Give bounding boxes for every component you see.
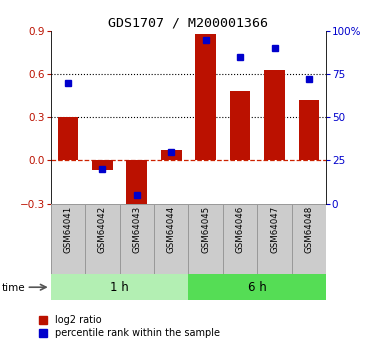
Bar	[161, 150, 182, 160]
Bar	[51, 274, 188, 300]
Text: GSM64045: GSM64045	[201, 206, 210, 253]
Bar	[154, 204, 188, 274]
Bar	[51, 204, 85, 274]
Bar	[85, 204, 120, 274]
Bar	[126, 160, 147, 215]
Text: GSM64042: GSM64042	[98, 206, 107, 253]
Legend: log2 ratio, percentile rank within the sample: log2 ratio, percentile rank within the s…	[37, 313, 222, 340]
Text: time: time	[2, 283, 26, 293]
Text: GSM64048: GSM64048	[304, 206, 313, 253]
Bar	[298, 100, 320, 160]
Title: GDS1707 / M200001366: GDS1707 / M200001366	[108, 17, 268, 30]
Bar	[120, 204, 154, 274]
Bar	[292, 204, 326, 274]
Text: GSM64047: GSM64047	[270, 206, 279, 253]
Text: GSM64041: GSM64041	[63, 206, 72, 253]
Bar	[257, 204, 292, 274]
Bar	[188, 204, 223, 274]
Text: GSM64044: GSM64044	[167, 206, 176, 253]
Text: 1 h: 1 h	[110, 281, 129, 294]
Bar	[223, 204, 257, 274]
Bar	[195, 34, 216, 160]
Bar	[264, 70, 285, 160]
Text: 6 h: 6 h	[248, 281, 267, 294]
Text: GSM64043: GSM64043	[132, 206, 141, 253]
Bar	[230, 91, 251, 160]
Bar	[92, 160, 112, 170]
Text: GSM64046: GSM64046	[236, 206, 244, 253]
Bar	[188, 274, 326, 300]
Bar	[57, 117, 78, 160]
